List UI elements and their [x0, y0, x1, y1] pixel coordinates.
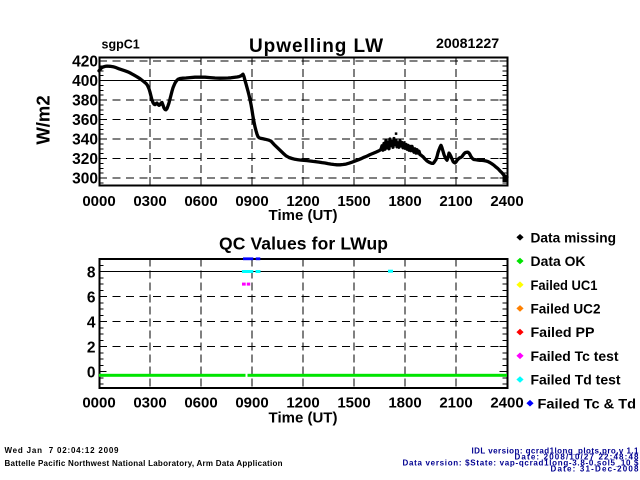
svg-text:0: 0: [87, 364, 96, 381]
svg-text:340: 340: [72, 132, 98, 149]
svg-text:Data version: $State: vap-qcra: Data version: $State: vap-qcrad1long-3.8…: [403, 459, 640, 468]
svg-text:2400: 2400: [490, 394, 523, 411]
svg-text:0900: 0900: [235, 193, 268, 210]
svg-text:Time (UT): Time (UT): [269, 207, 338, 224]
svg-text:1500: 1500: [337, 193, 370, 210]
svg-text:2: 2: [87, 339, 96, 356]
svg-text:Date: 2008/10/27 22:48:48: Date: 2008/10/27 22:48:48: [515, 453, 640, 462]
svg-text:1200: 1200: [286, 193, 319, 210]
svg-text:1500: 1500: [337, 394, 370, 411]
svg-text:4: 4: [87, 314, 96, 331]
svg-text:Failed PP: Failed PP: [531, 324, 595, 340]
svg-text:Failed UC2: Failed UC2: [531, 301, 601, 317]
svg-text:1200: 1200: [286, 394, 319, 411]
svg-text:300: 300: [72, 171, 98, 188]
svg-text:W/m2: W/m2: [33, 95, 54, 144]
svg-text:Failed UC1: Failed UC1: [531, 277, 598, 293]
svg-text:0300: 0300: [133, 394, 166, 411]
svg-text:0600: 0600: [184, 394, 217, 411]
svg-text:420: 420: [72, 54, 98, 71]
svg-text:2400: 2400: [490, 193, 523, 210]
svg-text:Data OK: Data OK: [531, 253, 586, 269]
svg-text:Data missing: Data missing: [531, 229, 617, 245]
svg-text:20081227: 20081227: [436, 36, 499, 52]
svg-text:400: 400: [72, 73, 98, 90]
svg-text:2100: 2100: [439, 394, 472, 411]
svg-text:Time (UT): Time (UT): [269, 409, 338, 426]
svg-text:IDL version: qcrad1long_plots.: IDL version: qcrad1long_plots.pro,v 1.1: [472, 447, 640, 456]
svg-text:Battelle Pacific Northwest Nat: Battelle Pacific Northwest National Labo…: [5, 459, 283, 468]
svg-text:1800: 1800: [388, 193, 421, 210]
svg-text:8: 8: [87, 264, 96, 281]
svg-text:6: 6: [87, 289, 96, 306]
svg-text:Failed Tc & Td: Failed Tc & Td: [538, 395, 637, 411]
svg-text:0900: 0900: [235, 394, 268, 411]
svg-text:Date: 31-Dec-2008: Date: 31-Dec-2008: [551, 464, 640, 473]
svg-text:Failed Td test: Failed Td test: [531, 372, 621, 388]
svg-text:Wed Jan 7 02:04:12 2009: Wed Jan 7 02:04:12 2009: [5, 446, 120, 455]
svg-text:360: 360: [72, 112, 98, 129]
svg-text:0600: 0600: [184, 193, 217, 210]
svg-text:1800: 1800: [388, 394, 421, 411]
svg-text:Upwelling LW: Upwelling LW: [249, 36, 383, 57]
svg-text:0000: 0000: [82, 193, 115, 210]
svg-text:380: 380: [72, 93, 98, 110]
svg-text:0300: 0300: [133, 193, 166, 210]
svg-text:QC Values for LWup: QC Values for LWup: [219, 234, 388, 254]
svg-text:Failed Tc test: Failed Tc test: [531, 348, 619, 364]
svg-text:0000: 0000: [82, 394, 115, 411]
svg-text:320: 320: [72, 151, 98, 168]
svg-text:2100: 2100: [439, 193, 472, 210]
svg-text:sgpC1: sgpC1: [102, 38, 140, 52]
